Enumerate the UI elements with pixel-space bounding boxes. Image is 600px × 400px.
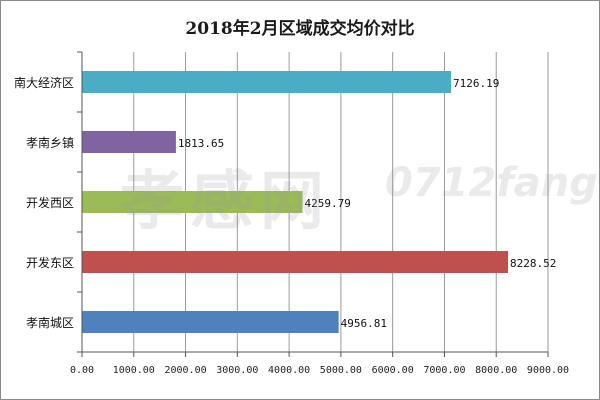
x-tick-label: 5000.00 [320, 365, 362, 376]
x-tick-label: 2000.00 [164, 365, 206, 376]
data-label: 1813.65 [178, 137, 224, 150]
x-tick-label: 9000.00 [527, 365, 569, 376]
data-label: 8228.52 [510, 257, 556, 270]
data-label: 4259.79 [305, 197, 351, 210]
axis-layer: 0.00 1000.00 2000.00 3000.00 4000.00 5000.00 6… [70, 51, 569, 376]
bar [82, 191, 303, 213]
category-label: 南大经济区 [14, 75, 74, 90]
x-tick-label: 1000.00 [113, 365, 155, 376]
data-label: 4956.81 [341, 317, 387, 330]
data-label: 7126.19 [453, 77, 499, 90]
x-tick-label: 3000.00 [216, 365, 258, 376]
chart-title: 2018年2月区域成交均价对比 [185, 19, 415, 39]
bars-layer [82, 71, 509, 333]
bar [82, 311, 339, 333]
x-tick-label: 0.00 [70, 365, 94, 376]
x-tick-label: 6000.00 [372, 365, 414, 376]
category-label: 开发东区 [26, 255, 74, 270]
bar [82, 251, 509, 273]
category-label: 孝南城区 [26, 315, 74, 330]
labels-layer: 南大经济区 7126.19 孝南乡镇 1813.65 开发西区 4259.79 开发东区 82… [14, 75, 556, 330]
x-tick-label: 7000.00 [423, 365, 465, 376]
x-tick-label: 4000.00 [268, 365, 310, 376]
category-label: 孝南乡镇 [26, 135, 74, 150]
x-tick-label: 8000.00 [475, 365, 517, 376]
bar [82, 71, 451, 93]
category-label: 开发西区 [26, 195, 74, 210]
bar [82, 131, 176, 153]
